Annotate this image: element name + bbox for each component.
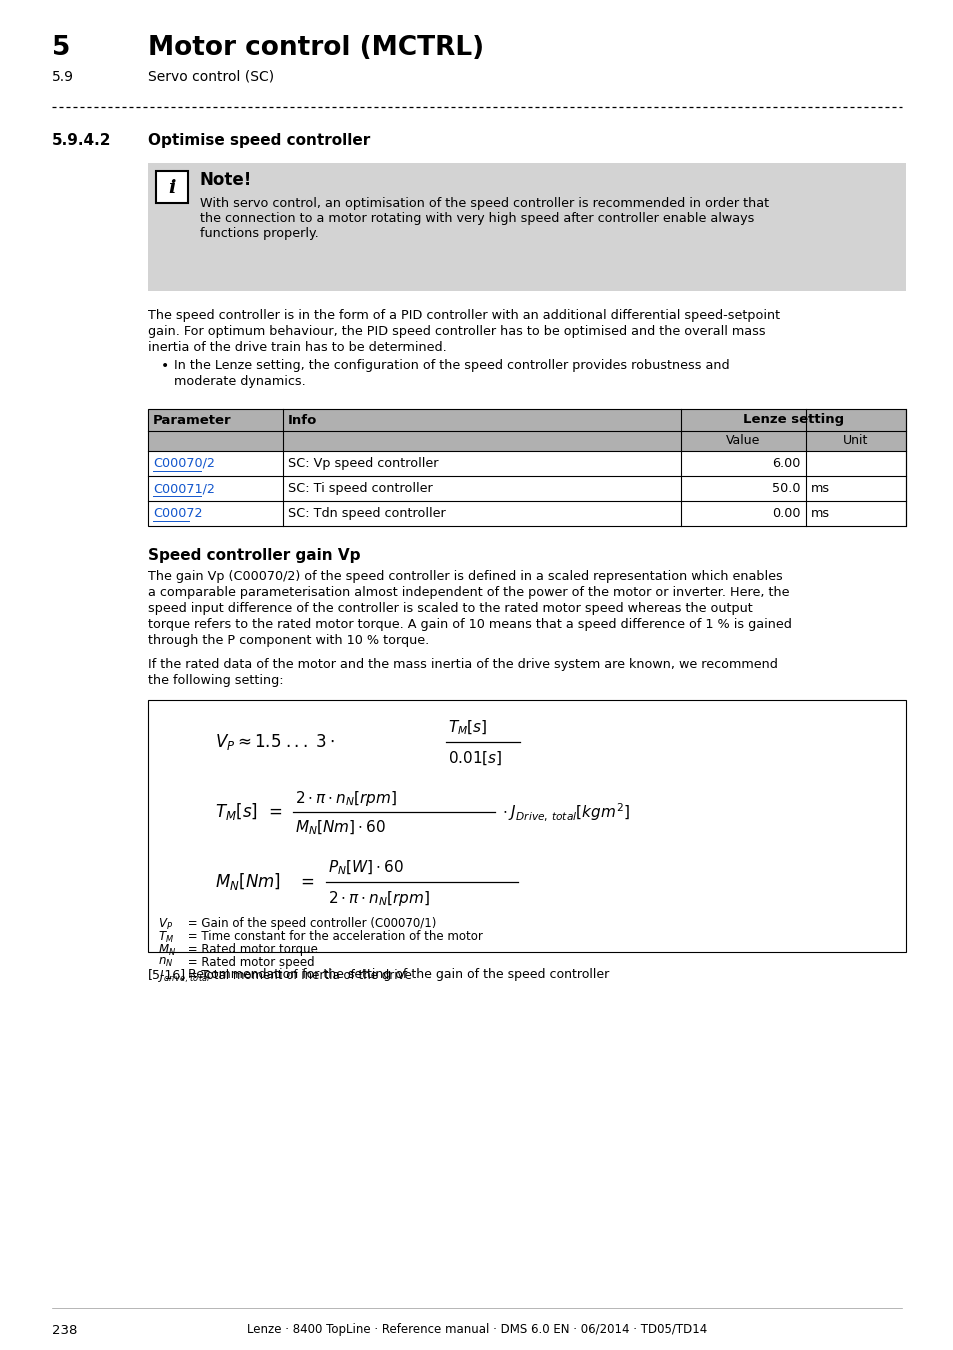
Text: through the P component with 10 % torque.: through the P component with 10 % torque… [148, 634, 429, 647]
Text: Recommendation for the setting of the gain of the speed controller: Recommendation for the setting of the ga… [188, 968, 609, 981]
Text: 6.00: 6.00 [772, 458, 801, 470]
Text: gain. For optimum behaviour, the PID speed controller has to be optimised and th: gain. For optimum behaviour, the PID spe… [148, 325, 765, 338]
Text: With servo control, an optimisation of the speed controller is recommended in or: With servo control, an optimisation of t… [200, 197, 768, 211]
Text: C00072: C00072 [152, 508, 202, 520]
Text: torque refers to the rated motor torque. A gain of 10 means that a speed differe: torque refers to the rated motor torque.… [148, 618, 791, 630]
Text: C00071/2: C00071/2 [152, 482, 214, 495]
Text: = Time constant for the acceleration of the motor: = Time constant for the acceleration of … [184, 930, 482, 944]
Text: $V_P$: $V_P$ [158, 917, 172, 932]
Text: $0.01[s]$: $0.01[s]$ [448, 749, 502, 767]
Text: 5.9: 5.9 [52, 70, 74, 84]
Text: 238: 238 [52, 1323, 77, 1336]
Text: Parameter: Parameter [152, 413, 232, 427]
Text: Lenze · 8400 TopLine · Reference manual · DMS 6.0 EN · 06/2014 · TD05/TD14: Lenze · 8400 TopLine · Reference manual … [247, 1323, 706, 1336]
Text: Lenze setting: Lenze setting [742, 413, 843, 427]
Text: ms: ms [810, 482, 829, 495]
Text: $2 \cdot \pi \cdot n_N[rpm]$: $2 \cdot \pi \cdot n_N[rpm]$ [294, 788, 396, 807]
Text: $M_N[Nm]$: $M_N[Nm]$ [214, 872, 280, 892]
Text: 5: 5 [52, 35, 71, 61]
Text: $T_M$: $T_M$ [158, 930, 173, 945]
Text: SC: Tdn speed controller: SC: Tdn speed controller [288, 508, 445, 520]
Bar [148, 701, 905, 952]
Bar [156, 171, 188, 202]
Text: $n_N$: $n_N$ [158, 956, 173, 969]
Text: 0.00: 0.00 [772, 508, 801, 520]
Text: =: = [299, 873, 314, 891]
Text: C00070/2: C00070/2 [152, 458, 214, 470]
Text: If the rated data of the motor and the mass inertia of the drive system are know: If the rated data of the motor and the m… [148, 657, 777, 671]
Text: the following setting:: the following setting: [148, 674, 283, 687]
Text: SC: Ti speed controller: SC: Ti speed controller [288, 482, 433, 495]
Bar [148, 477, 905, 501]
Text: •: • [161, 359, 169, 373]
Text: 50.0: 50.0 [772, 482, 801, 495]
Text: functions properly.: functions properly. [200, 227, 318, 240]
Text: moderate dynamics.: moderate dynamics. [173, 375, 305, 387]
Text: speed input difference of the controller is scaled to the rated motor speed wher: speed input difference of the controller… [148, 602, 752, 616]
Text: The speed controller is in the form of a PID controller with an additional diffe: The speed controller is in the form of a… [148, 309, 780, 323]
Bar [148, 451, 905, 477]
Text: the connection to a motor rotating with very high speed after controller enable : the connection to a motor rotating with … [200, 212, 754, 225]
Text: $\cdot \; J_{Drive,\,total}[kgm^2]$: $\cdot \; J_{Drive,\,total}[kgm^2]$ [501, 801, 629, 824]
Text: Value: Value [725, 435, 760, 447]
Text: = Total moment of inertia of the drive: = Total moment of inertia of the drive [184, 969, 412, 981]
Bar [148, 431, 905, 451]
Text: = Gain of the speed controller (C00070/1): = Gain of the speed controller (C00070/1… [184, 917, 436, 930]
Text: 5.9.4.2: 5.9.4.2 [52, 134, 112, 148]
Text: SC: Vp speed controller: SC: Vp speed controller [288, 458, 438, 470]
Text: ms: ms [810, 508, 829, 520]
Text: $T_M[s]$: $T_M[s]$ [448, 718, 487, 737]
Text: $2 \cdot \pi \cdot n_N[rpm]$: $2 \cdot \pi \cdot n_N[rpm]$ [328, 888, 430, 907]
Text: $T_M[s]$: $T_M[s]$ [214, 802, 257, 822]
Bar [148, 501, 905, 526]
Text: Speed controller gain Vp: Speed controller gain Vp [148, 548, 360, 563]
Text: In the Lenze setting, the configuration of the speed controller provides robustn: In the Lenze setting, the configuration … [173, 359, 729, 373]
Text: Note!: Note! [200, 171, 253, 189]
Text: =: = [268, 803, 281, 821]
Bar [148, 409, 905, 431]
Text: Optimise speed controller: Optimise speed controller [148, 134, 370, 148]
Text: = Rated motor torque: = Rated motor torque [184, 944, 317, 956]
Text: Unit: Unit [842, 435, 868, 447]
Text: $M_N[Nm] \cdot 60$: $M_N[Nm] \cdot 60$ [294, 819, 385, 837]
Text: Motor control (MCTRL): Motor control (MCTRL) [148, 35, 483, 61]
Text: inertia of the drive train has to be determined.: inertia of the drive train has to be det… [148, 342, 446, 354]
Text: The gain Vp (C00070/2) of the speed controller is defined in a scaled representa: The gain Vp (C00070/2) of the speed cont… [148, 570, 781, 583]
Text: Servo control (SC): Servo control (SC) [148, 70, 274, 84]
Bar [148, 163, 905, 292]
Text: a comparable parameterisation almost independent of the power of the motor or in: a comparable parameterisation almost ind… [148, 586, 789, 599]
Text: [5-16]: [5-16] [148, 968, 186, 981]
Bar [148, 409, 905, 526]
Text: i: i [168, 180, 175, 197]
Text: $P_N[W] \cdot 60$: $P_N[W] \cdot 60$ [328, 859, 403, 878]
Text: $J_{drive,\, total}$: $J_{drive,\, total}$ [158, 969, 211, 986]
Text: = Rated motor speed: = Rated motor speed [184, 956, 314, 969]
Text: $M_N$: $M_N$ [158, 944, 176, 958]
Text: $V_P \approx 1.5 \;...\; 3 \cdot$: $V_P \approx 1.5 \;...\; 3 \cdot$ [214, 732, 335, 752]
Text: Info: Info [288, 413, 317, 427]
